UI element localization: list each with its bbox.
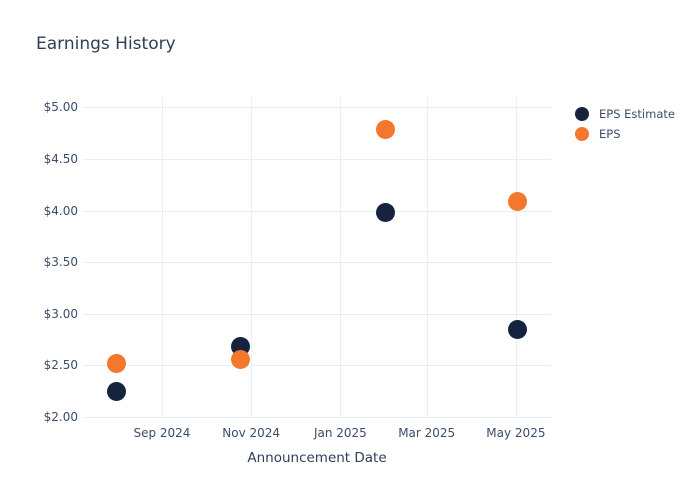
chart-title: Earnings History xyxy=(36,34,176,54)
y-axis-tick-label: $4.00 xyxy=(43,203,78,218)
y-gridline xyxy=(83,107,551,109)
legend-label: EPS Estimate xyxy=(599,107,675,121)
y-axis-tick-label: $5.00 xyxy=(43,100,78,115)
x-gridline xyxy=(515,97,517,417)
x-axis-tick-label: Sep 2024 xyxy=(133,426,191,440)
eps-estimate-point[interactable] xyxy=(107,381,127,401)
x-gridline xyxy=(340,97,342,417)
y-gridline xyxy=(83,210,551,212)
eps-point[interactable] xyxy=(507,191,527,211)
y-axis-tick-label: $3.00 xyxy=(43,306,78,321)
eps-point[interactable] xyxy=(231,349,251,369)
legend-marker-icon xyxy=(575,127,589,141)
y-axis-tick-label: $3.50 xyxy=(43,255,78,270)
y-gridline xyxy=(83,417,551,418)
eps-estimate-point[interactable] xyxy=(507,319,527,339)
legend-label: EPS xyxy=(599,127,621,141)
legend-item-eps[interactable]: EPS xyxy=(570,124,675,144)
y-gridline xyxy=(83,365,551,367)
legend: EPS Estimate EPS xyxy=(570,104,675,144)
x-gridline xyxy=(426,97,428,417)
x-axis-title: Announcement Date xyxy=(247,450,387,466)
y-axis-tick-label: $4.50 xyxy=(43,151,78,166)
x-gridline xyxy=(251,97,253,417)
eps-point[interactable] xyxy=(107,353,127,373)
y-gridline xyxy=(83,158,551,160)
x-axis-tick-label: Jan 2025 xyxy=(313,426,367,440)
x-axis-tick-label: May 2025 xyxy=(486,426,546,440)
x-axis-tick-label: Mar 2025 xyxy=(398,426,456,440)
legend-marker-icon xyxy=(575,107,589,121)
legend-item-eps-estimate[interactable]: EPS Estimate xyxy=(570,104,675,124)
y-gridline xyxy=(83,313,551,315)
x-axis-tick-label: Nov 2024 xyxy=(222,426,281,440)
y-axis-tick-label: $2.50 xyxy=(43,358,78,373)
eps-estimate-point[interactable] xyxy=(376,203,396,223)
y-axis-tick-label: $2.00 xyxy=(43,410,78,424)
y-gridline xyxy=(83,262,551,264)
eps-point[interactable] xyxy=(376,119,396,139)
x-gridline xyxy=(161,97,163,417)
